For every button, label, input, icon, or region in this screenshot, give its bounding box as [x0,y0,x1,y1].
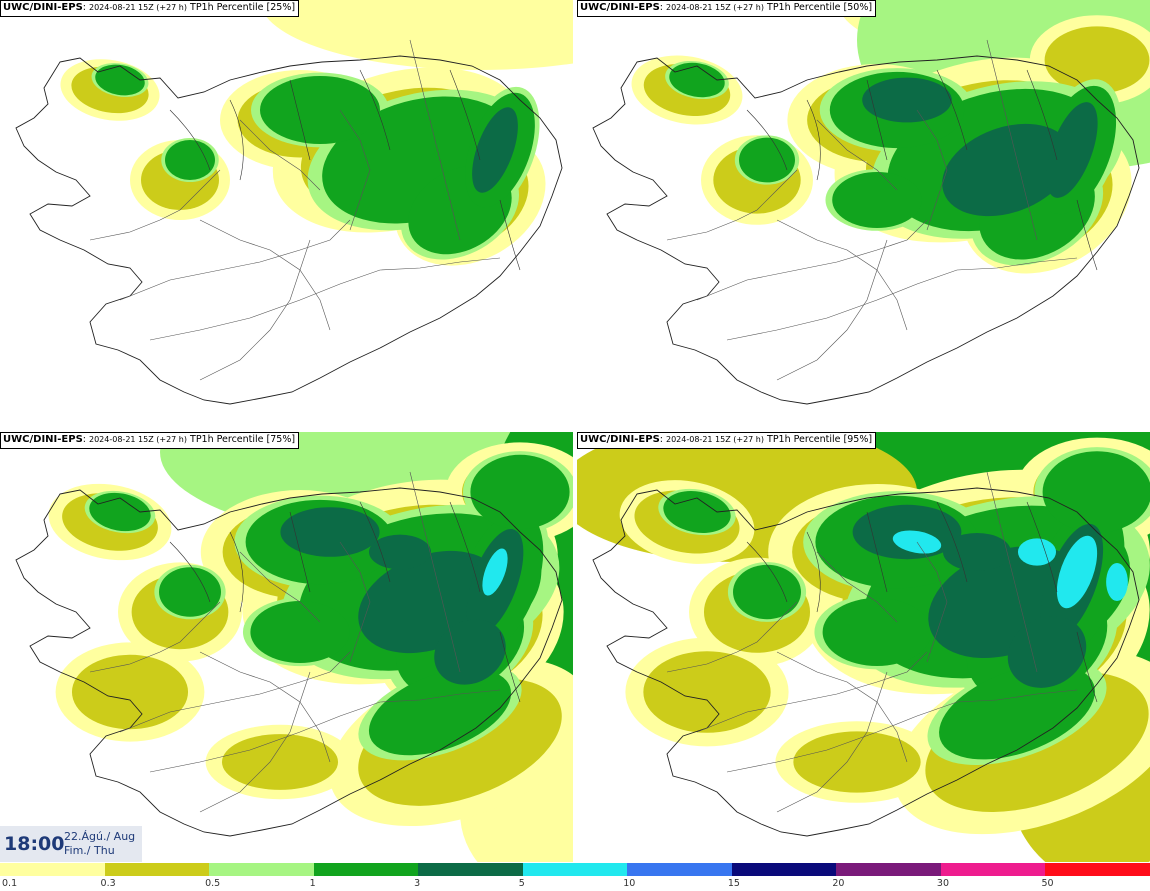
colorbar-tick-label: 0.3 [100,878,116,889]
colorbar-segment [731,863,837,876]
colorbar-tick-label: 0.5 [205,878,221,889]
colorbar-segment [522,863,628,876]
colorbar-tick-label: 15 [727,878,740,889]
run-time: 2024-08-21 15Z (+27 h) [666,3,764,12]
model-name: UWC/DINI-EPS [3,2,83,13]
road-network [89,471,521,813]
field-name: TP1h Percentile [95%] [767,434,873,445]
valid-time: 18:00 [4,833,65,855]
colorbar-tick-label: 10 [623,878,636,889]
coastline [15,487,563,837]
colorbar-segment [209,863,315,876]
valid-time-box: 18:00 22.Ágú./ Aug Fim./ Thu [0,826,142,862]
colorbar-segment [836,863,942,876]
colorbar-tick-label: 0.1 [2,878,18,889]
panel-title: UWC/DINI-EPS: 2024-08-21 15Z (+27 h) TP1… [577,0,877,17]
colorbar-tick-label: 30 [936,878,949,889]
iceland-map [577,432,1150,862]
map-panel-p75: UWC/DINI-EPS: 2024-08-21 15Z (+27 h) TP1… [0,432,573,862]
valid-date: 22.Ágú./ Aug Fim./ Thu [64,830,135,858]
colorbar-tick-label: 1 [309,878,316,889]
panel-title: UWC/DINI-EPS: 2024-08-21 15Z (+27 h) TP1… [577,432,877,449]
road-network [666,39,1098,381]
precip-layer-4 [862,77,1098,217]
valid-date-line1: 22.Ágú./ Aug [64,830,136,843]
coastline [15,55,563,405]
precip-layer-5 [482,548,508,596]
precip-layer-4 [280,507,524,685]
field-name: TP1h Percentile [75%] [190,434,296,445]
colorbar-segment [418,863,524,876]
coastline [592,55,1140,405]
map-panel-p95: UWC/DINI-EPS: 2024-08-21 15Z (+27 h) TP1… [577,432,1150,862]
colorbar-segment [1045,863,1150,876]
valid-date-line2: Fim./ Thu [64,844,115,857]
field-name: TP1h Percentile [25%] [190,2,296,13]
run-time: 2024-08-21 15Z (+27 h) [89,435,187,444]
road-network [666,471,1098,813]
coastline [592,487,1140,837]
run-time: 2024-08-21 15Z (+27 h) [89,3,187,12]
colorbar-segment [940,863,1046,876]
panel-title: UWC/DINI-EPS: 2024-08-21 15Z (+27 h) TP1… [0,0,300,17]
precip-layer-5 [892,530,1128,609]
iceland-map [15,0,573,405]
colorbar-tick-label: 3 [414,878,421,889]
colorbar-segment [313,863,419,876]
run-time: 2024-08-21 15Z (+27 h) [666,435,764,444]
iceland-map [15,432,573,862]
model-name: UWC/DINI-EPS [580,2,660,13]
panel-title: UWC/DINI-EPS: 2024-08-21 15Z (+27 h) TP1… [0,432,300,449]
colorbar-tick-label: 5 [518,878,525,889]
colorbar-segment [104,863,210,876]
field-name: TP1h Percentile [50%] [767,2,873,13]
model-name: UWC/DINI-EPS [580,434,660,445]
precip-colorbar: 0.1 0.3 0.5 1 3 5 10 15 20 30 50 [0,863,1150,891]
offshore-precip-field [260,0,573,70]
colorbar-segment [0,863,106,876]
map-panel-p50: UWC/DINI-EPS: 2024-08-21 15Z (+27 h) TP1… [577,0,1150,430]
colorbar-tick-label: 20 [832,878,845,889]
model-name: UWC/DINI-EPS [3,434,83,445]
colorbar-segment [627,863,733,876]
map-panel-p25: UWC/DINI-EPS: 2024-08-21 15Z (+27 h) TP1… [0,0,573,430]
iceland-map [592,0,1150,405]
colorbar-tick-label: 50 [1041,878,1054,889]
road-network [89,39,521,381]
precip-layer-4 [472,107,518,193]
